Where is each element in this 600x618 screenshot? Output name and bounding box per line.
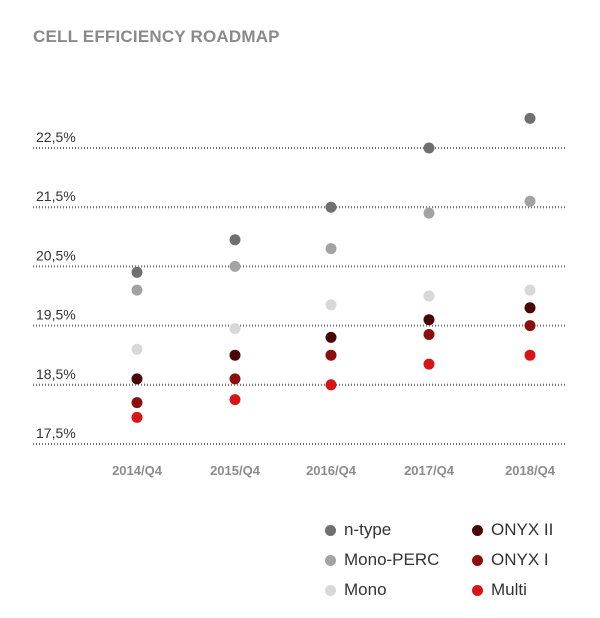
data-point bbox=[131, 343, 143, 355]
data-point bbox=[131, 284, 143, 296]
y-tick-label: 21,5% bbox=[36, 188, 76, 204]
legend-swatch bbox=[472, 584, 483, 596]
legend-swatch bbox=[325, 584, 336, 596]
legend-item: Mono bbox=[325, 578, 387, 602]
data-point bbox=[524, 349, 536, 361]
data-point bbox=[229, 394, 241, 406]
data-point bbox=[229, 373, 241, 385]
legend-label: ONYX I bbox=[491, 550, 549, 569]
data-point bbox=[423, 329, 435, 340]
data-point bbox=[524, 284, 536, 296]
legend-item: ONYX II bbox=[472, 518, 553, 542]
y-tick-label: 22,5% bbox=[36, 129, 76, 145]
y-tick-label: 18,5% bbox=[36, 366, 76, 382]
chart-title: CELL EFFICIENCY ROADMAP bbox=[33, 27, 280, 46]
data-point bbox=[131, 411, 143, 423]
data-point bbox=[131, 397, 143, 409]
legend-item: ONYX I bbox=[472, 548, 549, 572]
x-tick-label: 2015/Q4 bbox=[210, 463, 261, 478]
y-tick-label: 17,5% bbox=[36, 425, 76, 441]
data-point bbox=[524, 320, 536, 332]
x-tick-label: 2016/Q4 bbox=[306, 463, 357, 478]
data-point bbox=[131, 373, 143, 385]
legend-item: Mono-PERC bbox=[325, 548, 439, 572]
x-tick-label: 2014/Q4 bbox=[112, 463, 163, 478]
data-point bbox=[423, 207, 435, 219]
data-point bbox=[229, 349, 241, 361]
data-point bbox=[524, 302, 536, 314]
data-point bbox=[325, 201, 337, 213]
y-tick-label: 19,5% bbox=[36, 307, 76, 323]
data-point bbox=[325, 331, 337, 343]
data-points bbox=[131, 112, 536, 423]
data-point bbox=[325, 349, 337, 361]
data-point bbox=[423, 358, 435, 370]
y-tick-label: 20,5% bbox=[36, 247, 76, 263]
data-point bbox=[423, 314, 435, 326]
legend-label: Mono-PERC bbox=[344, 550, 440, 569]
data-point bbox=[524, 112, 536, 124]
legend-label: Multi bbox=[491, 580, 527, 599]
chart-plot: 22,5%21,5%20,5%19,5%18,5%17,5% 2014/Q4 20… bbox=[33, 112, 566, 478]
data-point bbox=[423, 290, 435, 302]
x-tick-label: 2017/Q4 bbox=[404, 463, 455, 478]
data-point bbox=[423, 142, 435, 154]
data-point bbox=[131, 266, 143, 278]
legend-label: n-type bbox=[344, 520, 392, 539]
data-point bbox=[229, 323, 241, 335]
y-axis-tick-labels: 22,5% 21,5% 20,5% 19,5% 18,5% 17,5% bbox=[36, 129, 76, 441]
legend-swatch bbox=[472, 554, 483, 566]
legend-label: ONYX II bbox=[491, 520, 554, 539]
x-tick-label: 2018/Q4 bbox=[505, 463, 556, 478]
data-point bbox=[229, 234, 241, 246]
legend-item: Multi bbox=[472, 578, 527, 602]
legend-swatch bbox=[472, 524, 483, 536]
data-point bbox=[325, 379, 337, 391]
data-point bbox=[325, 299, 337, 311]
x-axis-tick-labels: 2014/Q4 2015/Q4 2016/Q4 2017/Q4 2018/Q4 bbox=[112, 463, 556, 478]
legend-item: n-type bbox=[325, 518, 391, 542]
legend-swatch bbox=[325, 554, 336, 566]
data-point bbox=[524, 195, 536, 207]
data-point bbox=[325, 243, 337, 255]
legend-label: Mono bbox=[344, 580, 387, 599]
legend-swatch bbox=[325, 524, 336, 536]
data-point bbox=[229, 260, 241, 272]
grid-lines bbox=[33, 147, 566, 445]
